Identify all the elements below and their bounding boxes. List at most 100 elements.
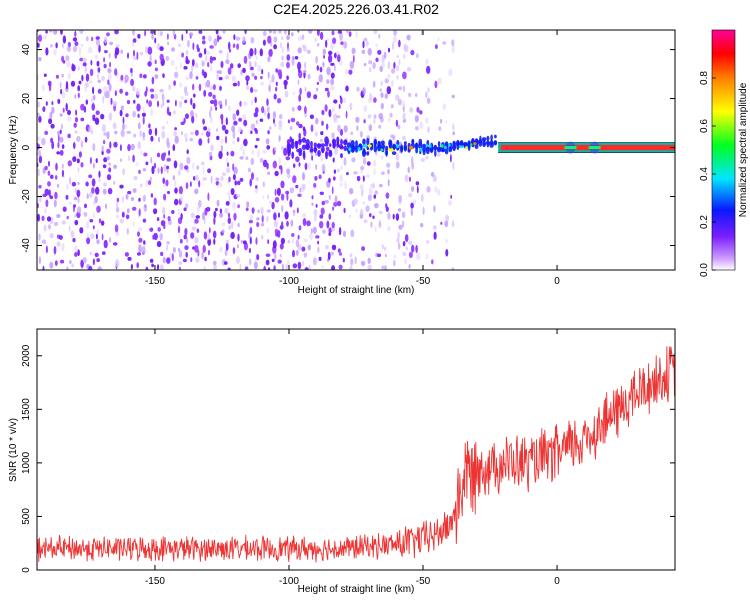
noise-blob (245, 207, 249, 212)
noise-blob (249, 178, 252, 187)
noise-blob (54, 191, 58, 200)
noise-blob (286, 75, 289, 81)
noise-blob (102, 164, 107, 169)
signal-blob (302, 150, 306, 158)
signal-hot-blob (357, 147, 361, 151)
noise-blob (219, 208, 222, 214)
noise-blob (126, 100, 131, 105)
noise-blob (245, 156, 249, 161)
signal-blob (493, 140, 497, 145)
noise-blob (82, 62, 87, 67)
noise-blob (116, 197, 120, 203)
noise-blob (50, 137, 54, 144)
noise-blob (145, 180, 149, 188)
noise-blob (75, 109, 78, 116)
signal-blob (294, 140, 299, 145)
noise-blob (138, 244, 142, 253)
noise-blob (396, 65, 400, 72)
noise-blob (450, 154, 452, 163)
noise-blob (236, 180, 241, 186)
noise-blob (367, 257, 371, 264)
noise-blob (126, 130, 132, 135)
noise-blob (112, 100, 118, 107)
noise-blob (166, 257, 171, 264)
noise-blob (67, 133, 71, 139)
noise-blob (415, 93, 418, 97)
noise-blob (173, 71, 179, 79)
noise-blob (393, 30, 398, 36)
noise-blob (274, 147, 277, 151)
noise-blob (232, 130, 236, 139)
noise-blob (74, 252, 78, 257)
signal-blob (403, 145, 407, 151)
noise-blob (140, 149, 143, 156)
noise-blob (187, 39, 190, 48)
noise-blob (92, 94, 96, 101)
noise-blob (283, 147, 288, 156)
noise-blob (147, 46, 153, 55)
noise-blob (362, 40, 365, 49)
noise-blob (277, 230, 281, 238)
snr-y-tick-label: 1500 (21, 398, 32, 421)
noise-blob (262, 30, 267, 36)
noise-blob (355, 116, 360, 123)
signal-blob (329, 143, 332, 148)
signal-blob (325, 151, 328, 160)
noise-blob (297, 105, 302, 111)
noise-blob (198, 180, 201, 188)
noise-blob (60, 30, 63, 35)
noise-blob (201, 69, 205, 76)
noise-blob (301, 183, 306, 190)
noise-blob (390, 104, 394, 109)
noise-blob (350, 131, 354, 136)
noise-blob (202, 177, 207, 181)
noise-blob (379, 65, 384, 73)
signal-hot-blob (440, 144, 444, 148)
noise-blob (38, 184, 42, 189)
noise-blob (433, 231, 437, 240)
noise-blob (333, 201, 338, 207)
noise-blob (41, 84, 45, 92)
noise-blob (278, 113, 283, 120)
noise-blob (106, 174, 112, 181)
noise-blob (232, 43, 236, 48)
noise-blob (106, 156, 110, 161)
noise-blob (338, 227, 342, 236)
noise-blob (381, 265, 385, 270)
noise-blob (74, 41, 79, 47)
noise-blob (178, 261, 183, 265)
noise-blob (180, 213, 183, 220)
noise-blob (262, 39, 266, 46)
signal-hot-blob (367, 144, 372, 148)
noise-blob (391, 42, 395, 50)
noise-blob (246, 85, 250, 90)
noise-blob (37, 34, 43, 42)
noise-blob (298, 94, 302, 102)
noise-blob (74, 245, 78, 253)
noise-blob (387, 212, 391, 220)
noise-blob (321, 120, 324, 126)
noise-blob (180, 196, 184, 202)
noise-blob (213, 98, 218, 107)
noise-blob (395, 161, 400, 169)
noise-blob (142, 116, 145, 125)
noise-blob (185, 55, 189, 64)
noise-blob (315, 87, 319, 92)
noise-blob (254, 261, 258, 270)
noise-blob (293, 163, 296, 168)
noise-blob (387, 179, 390, 187)
noise-blob (278, 212, 280, 218)
noise-blob (326, 38, 330, 42)
noise-blob (391, 79, 394, 87)
noise-blob (331, 221, 335, 229)
noise-blob (177, 208, 180, 216)
noise-blob (445, 249, 449, 257)
noise-blob (261, 223, 265, 227)
noise-blob (139, 73, 143, 79)
noise-blob (378, 184, 383, 188)
noise-blob (184, 165, 189, 170)
noise-blob (289, 187, 295, 194)
noise-blob (89, 219, 94, 223)
noise-blob (108, 53, 111, 59)
signal-blob (316, 143, 322, 149)
